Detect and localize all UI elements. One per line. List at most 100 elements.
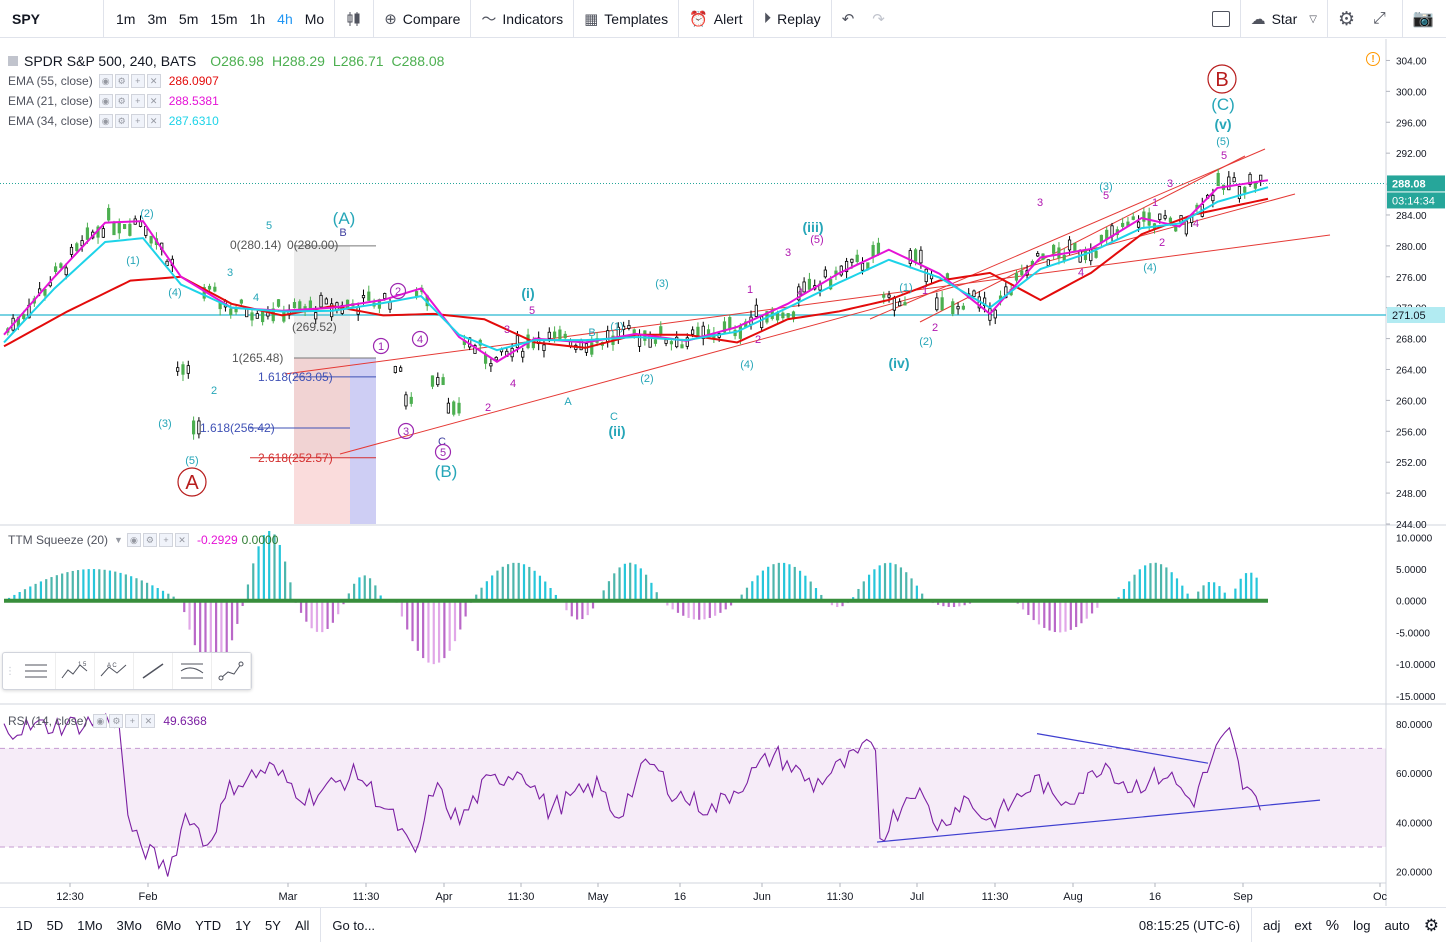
ttm-bar <box>655 592 658 601</box>
ttm-bar <box>692 600 695 620</box>
rsi-legend[interactable]: RSI (14, close) ◉ ⚙ + ✕ 49.6368 <box>8 714 207 728</box>
rsi-band <box>0 748 1386 847</box>
indicator-controls[interactable]: ◉ ⚙ + ✕ <box>126 533 189 547</box>
candle <box>521 347 525 363</box>
star-button[interactable]: ☁ Star ▽ <box>1245 0 1323 38</box>
chart-canvas[interactable]: 304.00300.00296.00292.00288.00284.00280.… <box>0 39 1446 906</box>
bottom-toolbar: 1D 5D 1Mo 3Mo 6Mo YTD 1Y 5Y All Go to... 08:15:2… <box>0 907 1446 942</box>
indicator-controls[interactable]: ◉ ⚙ + ✕ <box>98 94 161 108</box>
interval-3m[interactable]: 3m <box>147 10 167 27</box>
indicator-controls[interactable]: ◉ ⚙ + ✕ <box>93 714 156 728</box>
ema-legend-2[interactable]: EMA (34, close) ◉ ⚙ + ✕ 287.6310 <box>8 114 219 128</box>
elliott-correction-tool[interactable]: A C <box>95 653 134 689</box>
templates-button[interactable]: ▦ Templates <box>578 0 674 38</box>
ttm-bar <box>1122 588 1126 601</box>
adj-toggle[interactable]: adj <box>1263 918 1281 933</box>
redo-button[interactable]: ↷ <box>866 0 897 38</box>
wave-label-circled: 4 <box>417 334 423 346</box>
candle <box>1020 264 1024 277</box>
percent-toggle[interactable]: % <box>1325 917 1340 934</box>
range-5y[interactable]: 5Y <box>265 917 281 933</box>
path-icon <box>218 661 244 681</box>
price-tick-label: 292.00 <box>1396 149 1427 160</box>
wave-label-small: 4 <box>797 287 803 299</box>
log-toggle[interactable]: log <box>1353 918 1371 933</box>
ema-legend-0[interactable]: EMA (55, close) ◉ ⚙ + ✕ 286.0907 <box>8 74 219 88</box>
ttm-bar <box>119 572 122 601</box>
wave-label-small: 2 <box>755 334 761 346</box>
ttm-bar <box>936 600 940 605</box>
bottom-right: 08:15:25 (UTC-6) adj ext % log auto ⚙ <box>1132 908 1446 942</box>
compare-button[interactable]: ⊕ Compare <box>378 0 466 38</box>
drag-handle[interactable]: ⋮ <box>5 665 15 677</box>
undo-button[interactable]: ↶ <box>836 0 867 38</box>
rsi-tick-label: 80.0000 <box>1396 720 1433 731</box>
interval-5m[interactable]: 5m <box>178 10 199 27</box>
range-ytd[interactable]: YTD <box>195 917 222 933</box>
path-tool[interactable] <box>212 653 251 689</box>
replay-button[interactable]: ⏵ Replay <box>758 0 827 38</box>
snapshot-button[interactable]: 📷 <box>1407 0 1446 38</box>
range-1y[interactable]: 1Y <box>235 917 252 933</box>
range-6mo[interactable]: 6Mo <box>155 917 182 933</box>
wave-label-small: 2 <box>485 402 491 414</box>
elliott-impulse-tool[interactable]: 1 5 <box>56 653 95 689</box>
range-5d[interactable]: 5D <box>46 917 64 933</box>
fib-retracement-tool[interactable] <box>17 653 56 689</box>
candle <box>935 292 939 312</box>
ttm-bar <box>310 600 313 629</box>
range-1d[interactable]: 1D <box>16 917 33 933</box>
fib-label: 0(280.00) <box>287 238 338 252</box>
ttm-bar <box>947 600 950 607</box>
settings-button[interactable]: ⚙ <box>1332 0 1367 38</box>
ema-value: 286.0907 <box>168 74 219 88</box>
symbol-search[interactable]: SPY <box>0 0 104 38</box>
ttm-bar <box>432 600 435 665</box>
indicators-button[interactable]: 〜 Indicators <box>475 0 569 38</box>
ttm-bar <box>220 600 223 664</box>
chart-area[interactable]: 304.00300.00296.00292.00288.00284.00280.… <box>0 39 1446 906</box>
interval-mo[interactable]: Mo <box>304 10 325 27</box>
ttm-bar <box>1181 585 1184 601</box>
ema-legend-1[interactable]: EMA (21, close) ◉ ⚙ + ✕ 288.5381 <box>8 94 219 108</box>
ttm-bar <box>645 574 648 601</box>
timezone-label[interactable]: 08:15:25 (UTC-6) <box>1138 918 1241 933</box>
ttm-legend[interactable]: TTM Squeeze (20) ▼ ◉ ⚙ + ✕ -0.2929 0.0000 <box>8 533 278 547</box>
interval-15m[interactable]: 15m <box>210 10 238 27</box>
indicator-controls[interactable]: ◉ ⚙ + ✕ <box>98 74 161 88</box>
rsi-label: RSI (14, close) <box>8 714 88 728</box>
channel-line <box>339 193 1296 455</box>
warning-icon[interactable]: ! <box>1366 52 1380 66</box>
goto-button[interactable]: Go to... <box>332 917 376 933</box>
interval-4h[interactable]: 4h <box>277 10 293 27</box>
gear-icon[interactable]: ⚙ <box>1423 915 1439 935</box>
candle <box>956 302 960 315</box>
alert-button[interactable]: ⏰ Alert <box>683 0 748 38</box>
range-1mo[interactable]: 1Mo <box>77 917 103 933</box>
ttm-bar <box>485 581 488 601</box>
collapse-icon[interactable] <box>8 56 18 66</box>
ttm-bar <box>241 600 244 606</box>
candle <box>908 248 912 269</box>
chart-type-button[interactable] <box>339 0 369 38</box>
indicator-controls[interactable]: ◉ ⚙ + ✕ <box>98 114 161 128</box>
candle <box>786 313 790 319</box>
interval-1m[interactable]: 1m <box>116 10 136 27</box>
ext-toggle[interactable]: ext <box>1294 918 1312 933</box>
wave-label-b-circle <box>1207 64 1237 94</box>
countdown-badge <box>1387 192 1445 209</box>
ttm-bar <box>172 596 175 601</box>
ttm-bar <box>862 581 865 601</box>
fullscreen-button[interactable]: ⤢ <box>1367 0 1398 38</box>
ttm-bar <box>1207 582 1210 601</box>
fullscreen-layout-button[interactable] <box>1206 0 1236 38</box>
range-3mo[interactable]: 3Mo <box>116 917 142 933</box>
range-all[interactable]: All <box>294 917 310 933</box>
ttm-bar <box>496 570 499 601</box>
auto-toggle[interactable]: auto <box>1384 918 1410 933</box>
ttm-bar <box>448 600 451 651</box>
interval-1h[interactable]: 1h <box>249 10 266 27</box>
candle <box>876 237 881 256</box>
parallel-channel-tool[interactable] <box>173 653 212 689</box>
trend-line-tool[interactable] <box>134 653 173 689</box>
